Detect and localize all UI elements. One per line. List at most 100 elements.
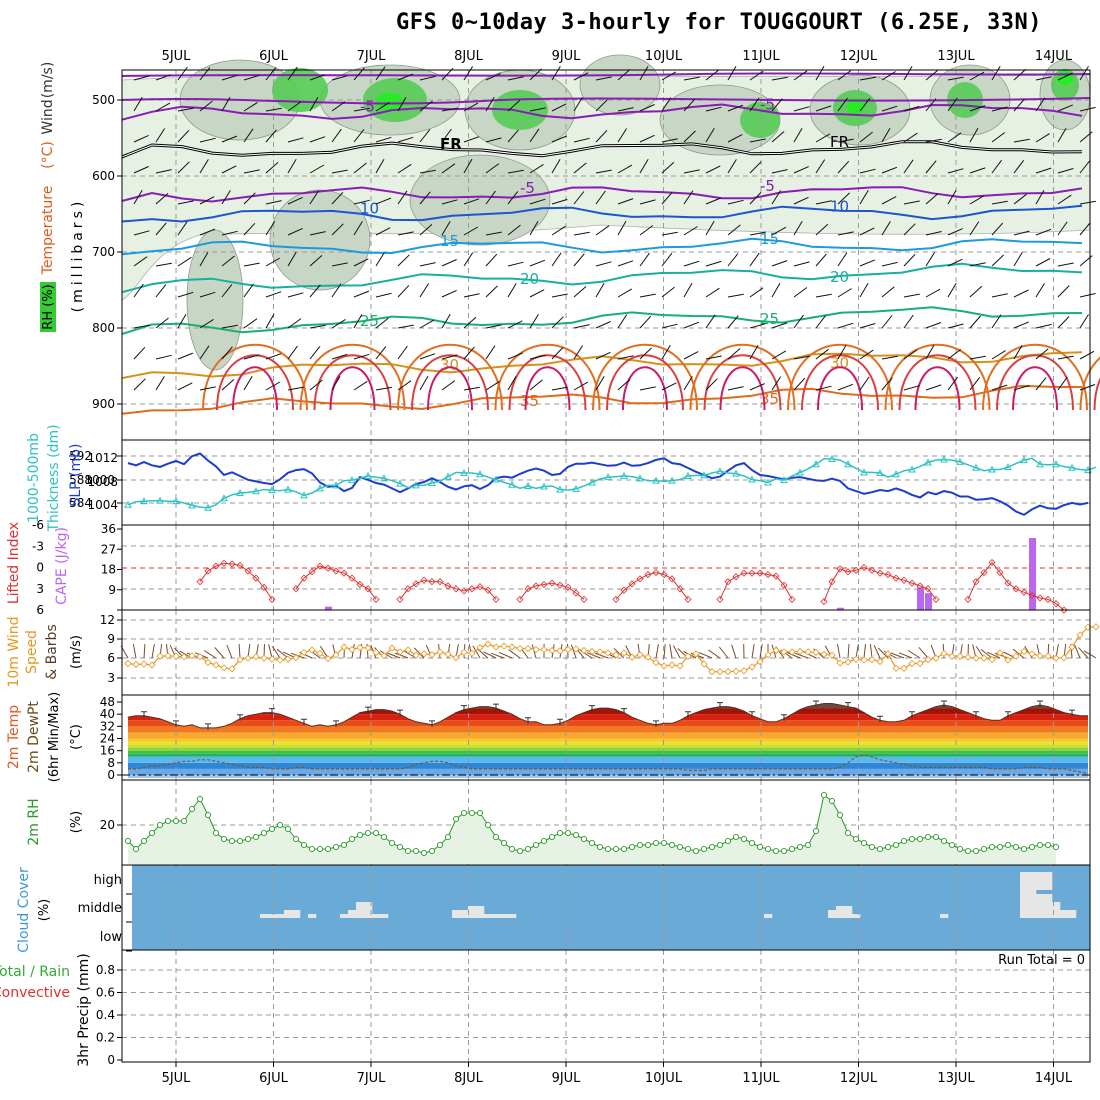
wind10m-speed-marker bbox=[820, 650, 828, 658]
isotherm-arc bbox=[313, 354, 392, 411]
wind-barb bbox=[1013, 230, 1030, 236]
lifted-index-marker bbox=[236, 561, 244, 569]
wind-barb bbox=[837, 252, 848, 267]
isotherm-arc bbox=[329, 366, 376, 411]
wind-barb bbox=[837, 231, 854, 236]
thickness-marker bbox=[1068, 463, 1076, 471]
wind-barb bbox=[969, 355, 986, 360]
thickness-tick-label: 584 bbox=[69, 496, 92, 510]
isotherm-arc bbox=[397, 343, 503, 411]
wind-barb bbox=[705, 314, 716, 329]
wind10m-speed-marker bbox=[572, 645, 580, 653]
isotherm-label: 15 bbox=[760, 230, 779, 248]
bottom-date-label: 11JUL bbox=[742, 1071, 780, 1086]
wind10m-barb bbox=[987, 651, 1001, 659]
wind10m-barb bbox=[907, 650, 921, 659]
bottom-date-label: 5JUL bbox=[162, 1071, 192, 1086]
rh2m-marker bbox=[364, 829, 372, 837]
wind10m-barb bbox=[655, 644, 659, 659]
wind-barb bbox=[1013, 138, 1030, 143]
wind-barb bbox=[397, 231, 414, 236]
bottom-date-label: 9JUL bbox=[552, 1071, 582, 1086]
rh2m-marker bbox=[908, 835, 916, 843]
thickness-marker bbox=[572, 484, 580, 492]
rh2m-marker bbox=[996, 843, 1004, 851]
rh2m-marker bbox=[324, 845, 332, 853]
chart-title: GFS 0~10day 3-hourly for TOUGGOURT (6.25… bbox=[396, 10, 1043, 35]
wind-barb bbox=[793, 70, 808, 81]
wind-barb bbox=[133, 283, 144, 298]
isotherm-line bbox=[121, 72, 1091, 77]
wind-barb bbox=[727, 199, 744, 205]
wind-barb bbox=[727, 315, 739, 329]
lifted-index-marker bbox=[772, 572, 780, 580]
rh2m-marker bbox=[620, 845, 628, 853]
isotherm-arc bbox=[1012, 366, 1058, 411]
lifted-index-marker bbox=[628, 580, 636, 588]
wind-barb bbox=[837, 383, 854, 391]
thickness-marker bbox=[812, 460, 820, 468]
wind-barb bbox=[485, 285, 498, 298]
wind-barb bbox=[155, 222, 167, 236]
wind-barbs bbox=[133, 65, 1096, 391]
lifted-index-marker bbox=[724, 578, 732, 586]
wind-barb bbox=[771, 169, 788, 174]
wind-barb bbox=[969, 285, 983, 298]
thickness-unit-label: Thickness (dm) bbox=[46, 424, 62, 532]
panel-frame bbox=[121, 949, 1091, 1063]
isotherm-arc bbox=[703, 354, 782, 411]
top-date-axis: 5JUL 6JUL 7JUL 8JUL 9JUL 10JUL 11JUL 12JUL 13JUL… bbox=[162, 49, 1073, 64]
wind-barb bbox=[133, 324, 150, 329]
wind-barb bbox=[1079, 314, 1089, 329]
rh2m-marker bbox=[484, 821, 492, 829]
wind10m-barb bbox=[394, 652, 409, 659]
wind10m-speed-marker bbox=[548, 646, 556, 655]
wind-barb bbox=[639, 347, 652, 360]
rh2m-marker bbox=[548, 833, 556, 841]
wind-barb bbox=[287, 227, 303, 236]
rh2m-marker bbox=[676, 843, 684, 851]
lifted-index-line bbox=[199, 561, 1065, 611]
lifted-index-marker bbox=[1036, 594, 1044, 602]
temp2m-line bbox=[127, 703, 1088, 729]
wind-barb bbox=[1035, 133, 1050, 143]
lifted-index-marker bbox=[476, 583, 484, 591]
temp-band bbox=[128, 747, 1088, 751]
wind-barb bbox=[925, 344, 935, 360]
thickness-marker bbox=[956, 457, 964, 465]
wind-barb bbox=[309, 190, 320, 205]
rh2m-marker bbox=[556, 829, 564, 837]
cape-tick-label: 18 bbox=[101, 563, 116, 577]
rh2m-marker bbox=[380, 833, 388, 841]
isotherm-arc bbox=[622, 366, 668, 411]
lifted-index-marker bbox=[1012, 585, 1020, 593]
wind-barb bbox=[925, 69, 939, 81]
wind-barb bbox=[287, 318, 302, 329]
wind-barb bbox=[859, 76, 876, 81]
isotherm-arc bbox=[494, 343, 601, 411]
cloud-high-bar bbox=[1020, 872, 1029, 890]
wind-barb bbox=[177, 66, 188, 81]
thickness-marker bbox=[796, 468, 804, 476]
wind-barb bbox=[155, 317, 169, 329]
slp-tick-label: 1008 bbox=[87, 475, 118, 489]
temp2m-unit-label: (°C) bbox=[69, 724, 84, 750]
rh-shading bbox=[121, 54, 1091, 371]
isotherm-arc bbox=[914, 366, 961, 411]
wind-barb bbox=[155, 193, 169, 205]
wind-barb bbox=[529, 163, 544, 174]
lifted-index-marker bbox=[316, 562, 324, 570]
wind-barb bbox=[903, 65, 913, 81]
thickness-marker bbox=[844, 460, 852, 468]
rh2m-marker bbox=[148, 829, 156, 837]
wind10m-unit-label: (m/s) bbox=[69, 635, 84, 669]
wind10m-speed-marker bbox=[348, 645, 356, 654]
rh2m-marker bbox=[180, 817, 188, 825]
lifted-index-marker bbox=[932, 595, 940, 603]
wind-barb bbox=[1057, 285, 1070, 298]
wind10m-speed-marker bbox=[276, 656, 284, 664]
wind10m-barb bbox=[794, 652, 809, 659]
lifted-index-marker bbox=[828, 578, 836, 586]
wind-barb bbox=[595, 99, 608, 112]
